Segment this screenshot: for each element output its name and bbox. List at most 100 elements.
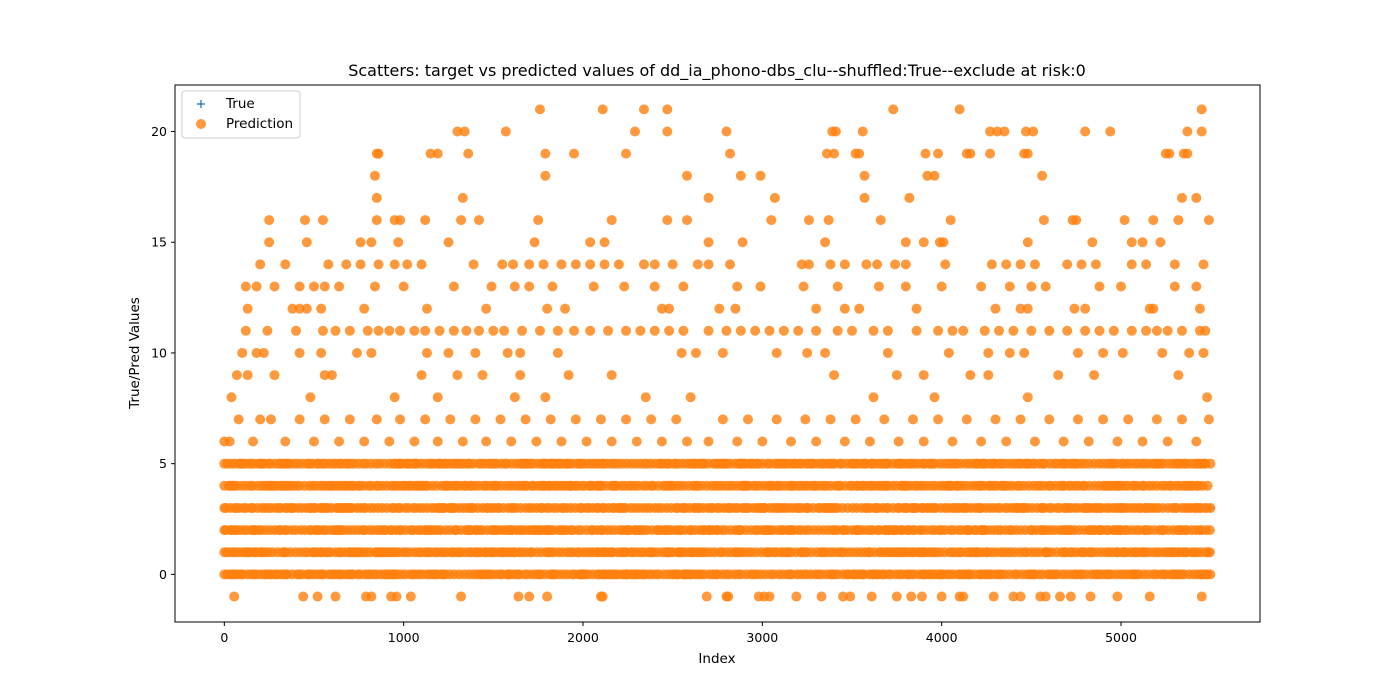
prediction-point [432, 148, 443, 159]
prediction-point [452, 370, 463, 381]
prediction-point [1205, 569, 1216, 580]
prediction-point [409, 325, 420, 336]
prediction-point [556, 259, 567, 270]
prediction-point [990, 303, 1001, 314]
prediction-point [861, 259, 872, 270]
prediction-point [352, 347, 363, 358]
prediction-point [936, 591, 947, 602]
prediction-point [1022, 237, 1033, 248]
prediction-point [319, 281, 330, 292]
prediction-point [703, 325, 714, 336]
prediction-point [1144, 591, 1155, 602]
x-tick-label: 0 [220, 630, 228, 645]
prediction-point [443, 347, 454, 358]
prediction-point [560, 303, 571, 314]
prediction-point [371, 192, 382, 203]
prediction-point [1126, 259, 1137, 270]
prediction-point [918, 370, 929, 381]
prediction-point [685, 392, 696, 403]
prediction-point [1037, 170, 1048, 181]
prediction-point [1198, 347, 1209, 358]
prediction-point [890, 259, 901, 270]
prediction-point [420, 414, 431, 425]
prediction-point [457, 436, 468, 447]
prediction-point [1055, 591, 1066, 602]
prediction-point [264, 215, 275, 226]
prediction-point [649, 325, 660, 336]
prediction-point [1141, 259, 1152, 270]
prediction-point [839, 436, 850, 447]
prediction-point [882, 325, 893, 336]
prediction-point [366, 591, 377, 602]
prediction-point [588, 281, 599, 292]
prediction-point [393, 237, 404, 248]
y-tick-label: 20 [151, 124, 167, 139]
prediction-point [452, 126, 463, 137]
prediction-point [291, 325, 302, 336]
prediction-point [597, 591, 608, 602]
prediction-point [334, 281, 345, 292]
prediction-point [1001, 259, 1012, 270]
prediction-point [341, 259, 352, 270]
prediction-point [545, 414, 556, 425]
prediction-point [646, 414, 657, 425]
prediction-point [920, 148, 931, 159]
prediction-point [531, 436, 542, 447]
prediction-point [524, 259, 535, 270]
prediction-point [798, 281, 809, 292]
prediction-point [1137, 436, 1148, 447]
prediction-point [409, 436, 420, 447]
prediction-point [854, 148, 865, 159]
prediction-point [994, 325, 1005, 336]
prediction-point [866, 591, 877, 602]
prediction-point [240, 281, 251, 292]
legend-marker-true [197, 100, 205, 108]
prediction-point [470, 414, 481, 425]
prediction-point [873, 281, 884, 292]
prediction-point [461, 325, 472, 336]
prediction-point [1087, 237, 1098, 248]
prediction-point [599, 237, 610, 248]
prediction-point [255, 259, 266, 270]
prediction-point [1148, 215, 1159, 226]
prediction-point [529, 237, 540, 248]
prediction-point [662, 104, 673, 115]
prediction-point [829, 148, 840, 159]
prediction-point [1015, 259, 1026, 270]
prediction-point [1004, 281, 1015, 292]
prediction-point [389, 392, 400, 403]
prediction-point [1108, 325, 1119, 336]
x-tick-label: 5000 [1105, 630, 1137, 645]
prediction-point [619, 281, 630, 292]
prediction-point [540, 170, 551, 181]
prediction-point [359, 303, 370, 314]
prediction-point [1155, 237, 1166, 248]
prediction-point [692, 259, 703, 270]
prediction-point [800, 414, 811, 425]
prediction-point [820, 237, 831, 248]
prediction-point [470, 347, 481, 358]
prediction-point [395, 414, 406, 425]
prediction-point [1044, 414, 1055, 425]
prediction-point [517, 325, 528, 336]
prediction-point [1126, 325, 1137, 336]
prediction-point [933, 414, 944, 425]
prediction-point [764, 325, 775, 336]
prediction-point [420, 215, 431, 226]
prediction-point [678, 325, 689, 336]
prediction-point [1062, 259, 1073, 270]
prediction-point [725, 259, 736, 270]
prediction-point [373, 148, 384, 159]
prediction-point [255, 414, 266, 425]
prediction-point [305, 392, 316, 403]
prediction-point [540, 392, 551, 403]
prediction-point [448, 325, 459, 336]
prediction-point [796, 259, 807, 270]
prediction-point [662, 215, 673, 226]
legend: True Prediction [181, 90, 301, 139]
prediction-point [473, 325, 484, 336]
prediction-point [721, 126, 732, 137]
prediction-point [1196, 104, 1207, 115]
prediction-point [868, 392, 879, 403]
y-tick-label: 5 [159, 456, 167, 471]
